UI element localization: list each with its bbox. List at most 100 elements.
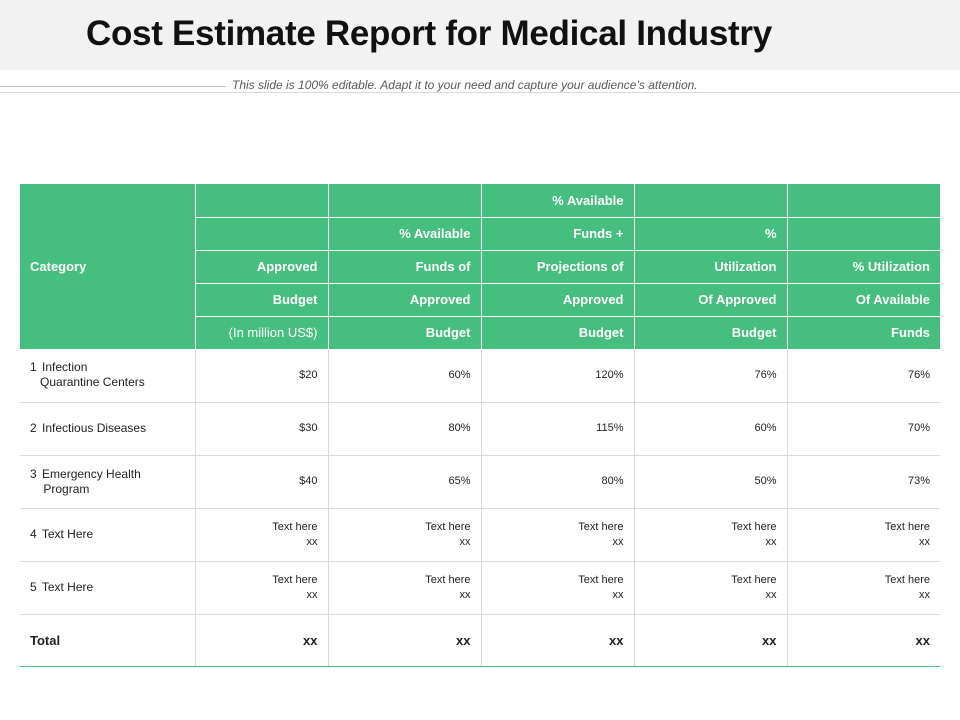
header-cell: % Available — [328, 217, 482, 251]
table-cell: $20 — [195, 349, 329, 403]
category-cell: 4 Text Here — [20, 508, 196, 562]
header-category: Category — [20, 184, 196, 349]
category-label: Text Here — [41, 527, 94, 541]
header-cell: Of Available — [787, 283, 940, 317]
category-cell: 2 Infectious Diseases — [20, 402, 196, 456]
table-cell: Text here xx — [195, 508, 329, 562]
table-cell: 65% — [328, 455, 482, 509]
header-cell — [634, 184, 788, 218]
header-row: Approved Funds of Projections of Utiliza… — [20, 250, 940, 284]
subtitle-divider — [0, 86, 960, 94]
table-body: 1 Infection Quarantine Centers $20 60% 1… — [20, 349, 940, 667]
cell-text: Text here — [578, 573, 624, 586]
table-cell: Text here xx — [787, 561, 940, 615]
table-cell: 120% — [481, 349, 635, 403]
table-cell: 80% — [481, 455, 635, 509]
category-cell: 1 Infection Quarantine Centers — [20, 349, 196, 403]
table-cell: 73% — [787, 455, 940, 509]
cell-text: Text here — [272, 573, 318, 586]
table-row: 3 Emergency Health Program $40 65% 80% 5… — [20, 455, 940, 509]
cell-text: Text here — [731, 573, 777, 586]
table-cell: Text here xx — [328, 508, 482, 562]
cell-value: xx — [765, 535, 777, 548]
cell-text: Text here — [272, 520, 318, 533]
table-cell: Text here xx — [481, 561, 635, 615]
table-row: 4 Text Here Text here xx Text here xx Text… — [20, 508, 940, 562]
row-number: 2 — [30, 421, 37, 435]
cell-text: Text here — [578, 520, 624, 533]
table-cell: 115% — [481, 402, 635, 456]
table-cell: Text here xx — [634, 561, 788, 615]
row-number: 4 — [30, 527, 37, 541]
title-bar — [0, 0, 960, 70]
header-cell — [787, 184, 940, 218]
cell-value: xx — [919, 535, 930, 548]
header-cell: % — [634, 217, 788, 251]
header-cell: Budget — [634, 316, 788, 350]
cell-value: xx — [765, 588, 777, 601]
cell-text: Text here — [425, 573, 471, 586]
cell-text: Text here — [884, 573, 930, 586]
cell-value: xx — [459, 588, 471, 601]
row-number: 3 — [30, 466, 37, 481]
cell-text: Text here — [731, 520, 777, 533]
total-cell: xx — [634, 614, 788, 667]
header-cell: Funds — [787, 316, 940, 350]
category-label: Emergency Health — [42, 466, 141, 481]
category-label-line2: Program — [43, 481, 90, 496]
cell-value: xx — [306, 588, 318, 601]
header-cell: % Available — [481, 184, 635, 218]
total-row: Total xx xx xx xx xx — [20, 614, 940, 667]
divider-line — [0, 92, 960, 93]
total-cell: xx — [328, 614, 482, 667]
cell-text: Text here — [425, 520, 471, 533]
header-cell-unit: (In million US$) — [195, 316, 329, 350]
header-cell: Funds + — [481, 217, 635, 251]
header-cell: Approved — [481, 283, 635, 317]
cell-value: xx — [919, 588, 930, 601]
table-cell: $30 — [195, 402, 329, 456]
header-cell: Funds of — [328, 250, 482, 284]
cell-value: xx — [306, 535, 318, 548]
table-row: 2 Infectious Diseases $30 80% 115% 60% 7… — [20, 402, 940, 456]
category-cell: 3 Emergency Health Program — [20, 455, 196, 509]
header-cell: Of Approved — [634, 283, 788, 317]
header-cell — [195, 217, 329, 251]
table-cell: 80% — [328, 402, 482, 456]
page-title: Cost Estimate Report for Medical Industr… — [86, 14, 772, 53]
table-row: 1 Infection Quarantine Centers $20 60% 1… — [20, 349, 940, 403]
table-cell: Text here xx — [481, 508, 635, 562]
row-number: 1 — [30, 360, 37, 375]
header-cell: Approved — [328, 283, 482, 317]
table-cell: 76% — [787, 349, 940, 403]
subtitle: This slide is 100% editable. Adapt it to… — [232, 78, 698, 92]
cell-text: Text here — [884, 520, 930, 533]
header-cell: Budget — [481, 316, 635, 350]
header-cell — [328, 184, 482, 218]
total-label: Total — [20, 614, 196, 667]
total-cell: xx — [481, 614, 635, 667]
cell-value: xx — [459, 535, 471, 548]
table-cell: 76% — [634, 349, 788, 403]
divider-line — [0, 86, 226, 87]
header-cell — [787, 217, 940, 251]
category-label-line2: Quarantine Centers — [40, 375, 145, 390]
header-cell: Utilization — [634, 250, 788, 284]
total-cell: xx — [787, 614, 940, 667]
header-cell: % Utilization — [787, 250, 940, 284]
header-row: (In million US$) Budget Budget Budget Fu… — [20, 316, 940, 350]
category-label: Infectious Diseases — [42, 421, 147, 435]
header-row: % Available Funds + % — [20, 217, 940, 251]
total-cell: xx — [195, 614, 329, 667]
table-cell: Text here xx — [634, 508, 788, 562]
table-cell: Text here xx — [328, 561, 482, 615]
header-row: Category % Available — [20, 184, 940, 349]
header-cell: Budget — [328, 316, 482, 350]
table-cell: $40 — [195, 455, 329, 509]
table-row: 5 Text Here Text here xx Text here xx Text… — [20, 561, 940, 615]
table-cell: Text here xx — [195, 561, 329, 615]
cell-value: xx — [612, 535, 624, 548]
table-cell: 60% — [634, 402, 788, 456]
category-label: Text Here — [41, 580, 94, 594]
row-number: 5 — [30, 580, 37, 594]
